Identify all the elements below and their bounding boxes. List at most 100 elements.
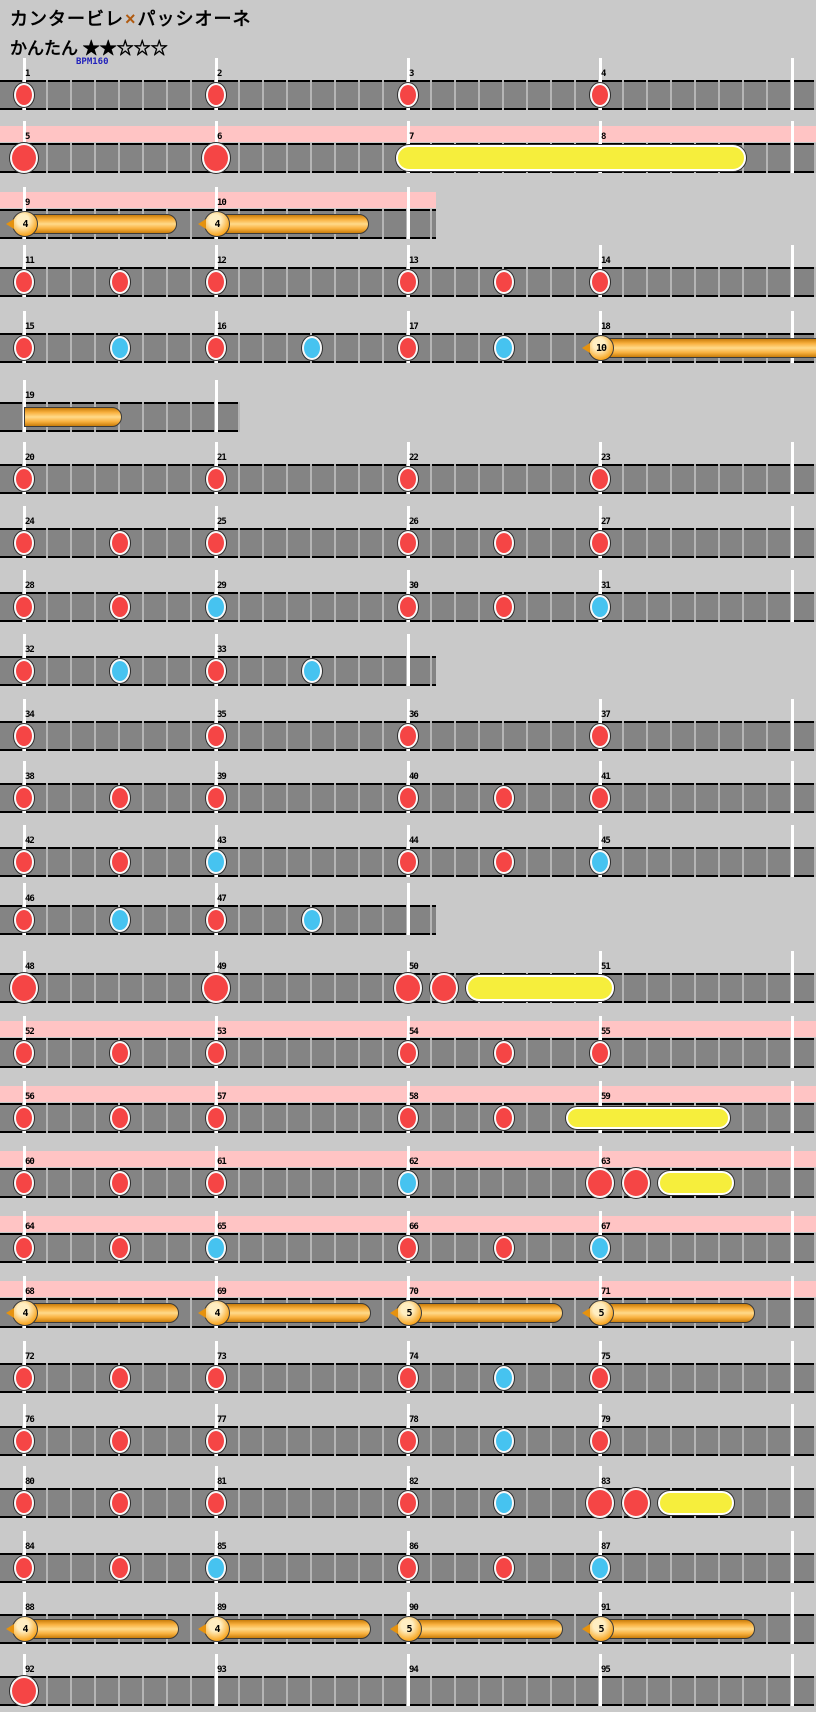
measure-label: 34 [25, 710, 35, 720]
measure-label: 44 [409, 836, 419, 846]
measure-label: 83 [601, 1477, 611, 1487]
measure-label: 57 [217, 1092, 227, 1102]
measure-label: 76 [25, 1415, 35, 1425]
measure-label: 66 [409, 1222, 419, 1232]
don-note [110, 1106, 130, 1130]
measure-line [791, 1016, 794, 1068]
don-note [206, 336, 226, 360]
measure-label: 29 [217, 581, 227, 591]
measure-label: 75 [601, 1352, 611, 1362]
measure-label: 15 [25, 322, 35, 332]
song-title: カンタービレ×パッシオーネ [10, 5, 252, 31]
measure-label: 90 [409, 1603, 419, 1613]
measure-label: 12 [217, 256, 227, 266]
balloon-note: 4 [198, 1300, 371, 1326]
gogo-band [0, 192, 436, 208]
measure-label: 11 [25, 256, 35, 266]
bpm-label: BPM160 [76, 57, 109, 67]
measure-label: 33 [217, 645, 227, 655]
balloon-note: 5 [582, 1300, 755, 1326]
drumroll-bar [566, 1107, 730, 1129]
balloon-note: 4 [198, 211, 369, 237]
ka-note [206, 1556, 226, 1580]
don-note [206, 531, 226, 555]
measure-label: 55 [601, 1027, 611, 1037]
don-note [14, 1041, 34, 1065]
big-don-note [10, 143, 38, 173]
measure-label: 48 [25, 962, 35, 972]
measure-line [791, 1146, 794, 1198]
balloon-head: 4 [198, 1300, 230, 1326]
measure-line [791, 121, 794, 173]
balloon-note: 5 [582, 1616, 755, 1642]
measure-label: 5 [25, 132, 31, 142]
measure-label: 58 [409, 1092, 419, 1102]
don-note [14, 908, 34, 932]
don-note [590, 270, 610, 294]
measure-label: 71 [601, 1287, 611, 1297]
don-note [206, 83, 226, 107]
don-note [590, 1366, 610, 1390]
don-note [110, 270, 130, 294]
don-note [110, 786, 130, 810]
measure-label: 61 [217, 1157, 227, 1167]
measure-label: 68 [25, 1287, 35, 1297]
don-note [14, 1556, 34, 1580]
ka-note [494, 336, 514, 360]
measure-label: 30 [409, 581, 419, 591]
don-note [398, 1041, 418, 1065]
measure-label: 54 [409, 1027, 419, 1037]
measure-line [215, 1654, 218, 1706]
don-note [398, 1106, 418, 1130]
big-don-note [202, 143, 230, 173]
don-note [110, 1041, 130, 1065]
measure-line [407, 634, 410, 686]
ka-note [302, 908, 322, 932]
star-rating: ★★☆☆☆ [82, 39, 168, 58]
measure-line [791, 245, 794, 297]
measure-line [791, 570, 794, 622]
don-note [206, 659, 226, 683]
don-note [206, 1171, 226, 1195]
don-note [14, 83, 34, 107]
ka-note [590, 1556, 610, 1580]
balloon-head: 5 [582, 1300, 614, 1326]
don-note [590, 467, 610, 491]
measure-label: 7 [409, 132, 415, 142]
drumroll-bar [658, 1171, 734, 1195]
don-note [14, 1491, 34, 1515]
don-note [206, 467, 226, 491]
measure-label: 73 [217, 1352, 227, 1362]
measure-label: 37 [601, 710, 611, 720]
measure-label: 18 [601, 322, 611, 332]
ka-note [302, 336, 322, 360]
measure-line [791, 825, 794, 877]
measure-label: 3 [409, 69, 415, 79]
measure-label: 49 [217, 962, 227, 972]
measure-label: 1 [25, 69, 31, 79]
ka-note [590, 1236, 610, 1260]
measure-line [791, 1341, 794, 1393]
measure-line [791, 951, 794, 1003]
balloon-head: 5 [582, 1616, 614, 1642]
measure-line [791, 1466, 794, 1518]
don-note [110, 1171, 130, 1195]
measure-label: 82 [409, 1477, 419, 1487]
measure-label: 24 [25, 517, 35, 527]
measure-label: 70 [409, 1287, 419, 1297]
measure-label: 40 [409, 772, 419, 782]
drumroll-bar [658, 1491, 734, 1515]
balloon-head: 4 [198, 211, 230, 237]
measure-label: 94 [409, 1665, 419, 1675]
don-note [206, 1429, 226, 1453]
balloon-note: 5 [390, 1616, 563, 1642]
measure-label: 93 [217, 1665, 227, 1675]
don-note [14, 659, 34, 683]
don-note [398, 83, 418, 107]
don-note [110, 1429, 130, 1453]
measure-label: 10 [217, 198, 227, 208]
don-note [398, 850, 418, 874]
measure-line [599, 1654, 602, 1706]
don-note [398, 724, 418, 748]
measure-label: 8 [601, 132, 607, 142]
